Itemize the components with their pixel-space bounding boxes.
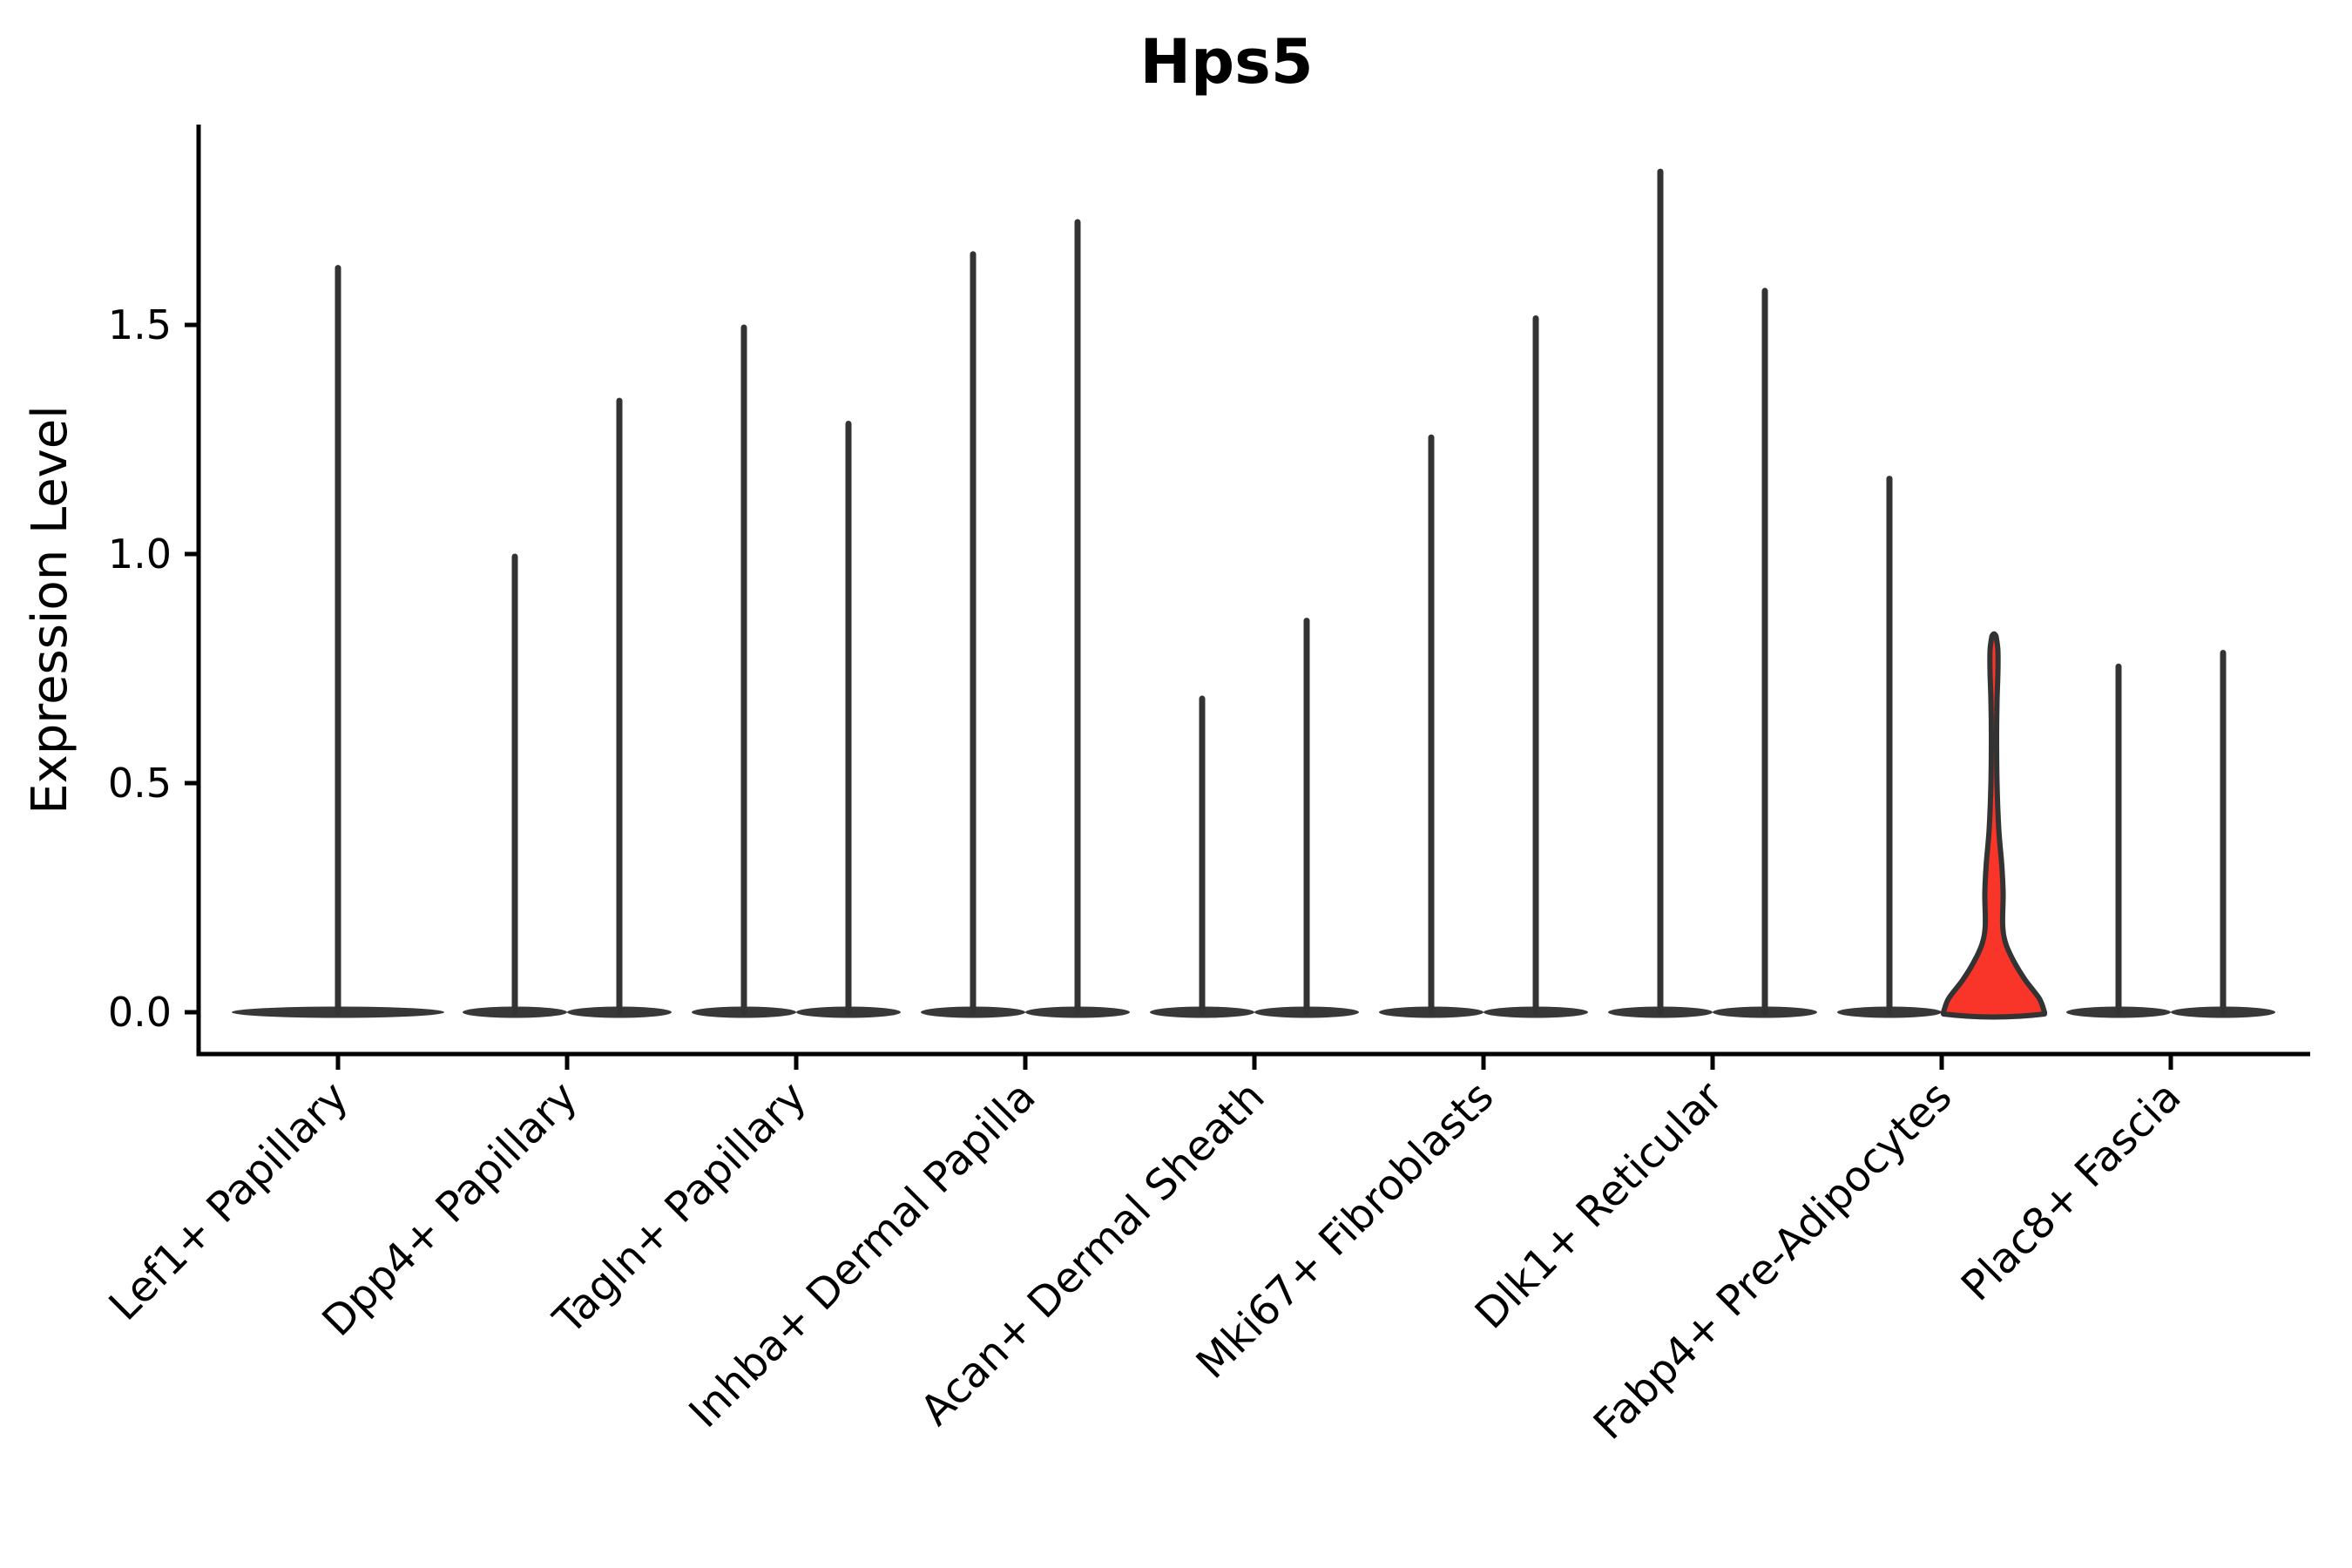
- y-tick-label-1.5: 1.5: [108, 301, 172, 348]
- violin-inhba-dermal-papilla-left: [921, 251, 1025, 1018]
- violin-plac8-fascia-left: [2066, 663, 2171, 1018]
- y-tick-label-0.5: 0.5: [108, 760, 172, 807]
- violin-dlk1-reticular-right: [1713, 287, 1817, 1018]
- violin-mki67-fibroblasts-right: [1484, 314, 1588, 1018]
- violin-plac8-fascia-right: [2171, 649, 2275, 1018]
- y-tick-label-1.0: 1.0: [108, 531, 172, 578]
- violin-fabp4-pre-adipocytes-left: [1837, 476, 1942, 1018]
- violin-dpp4-papillary-left: [463, 553, 567, 1018]
- violins-layer: [232, 168, 2275, 1020]
- violin-acan-dermal-sheath-left: [1150, 695, 1254, 1018]
- x-category-label-7: Dlk1+ Reticular: [1466, 1072, 1733, 1339]
- violin-tagln-papillary-left: [692, 324, 796, 1018]
- violin-tagln-papillary-right: [796, 420, 901, 1018]
- violin-dpp4-papillary-right: [567, 397, 672, 1018]
- x-category-label-1: Lef1+ Papillary: [100, 1072, 358, 1330]
- violin-lef1-papillary-center: [232, 265, 444, 1018]
- y-axis-label: Expression Level: [22, 405, 78, 814]
- highlighted-violin-shape: [1941, 631, 2047, 1020]
- x-category-label-9: Plac8+ Fascia: [1952, 1072, 2191, 1311]
- violin-fabp4-pre-adipocytes-right: [1941, 631, 2047, 1020]
- x-category-label-3: Tagln+ Papillary: [544, 1072, 815, 1344]
- y-ticks-layer: 0.0 0.5 1.0 1.5: [108, 301, 199, 1036]
- y-tick-label-0.0: 0.0: [108, 989, 172, 1036]
- chart-title: Hps5: [1139, 26, 1313, 98]
- violin-dlk1-reticular-left: [1608, 168, 1713, 1018]
- x-category-label-2: Dpp4+ Papillary: [313, 1072, 586, 1346]
- violin-acan-dermal-sheath-right: [1254, 618, 1359, 1018]
- violin-mki67-fibroblasts-left: [1379, 434, 1484, 1018]
- violin-inhba-dermal-papilla-right: [1025, 219, 1130, 1018]
